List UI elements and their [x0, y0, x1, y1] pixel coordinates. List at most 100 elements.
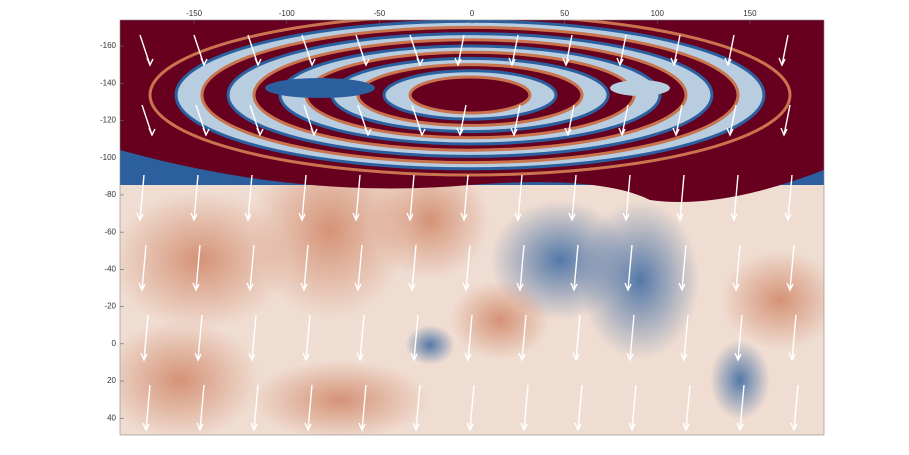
- vector: [783, 104, 791, 136]
- x-tick-label: 50: [560, 9, 569, 18]
- vector: [781, 34, 789, 66]
- vector: [197, 314, 203, 361]
- vector-head: [460, 212, 468, 222]
- vector: [737, 314, 743, 361]
- vector: [791, 314, 797, 361]
- vector-head: [562, 57, 570, 67]
- vector: [519, 244, 525, 291]
- x-tick-label: 100: [651, 9, 665, 18]
- vector: [469, 384, 475, 431]
- vector: [139, 174, 145, 221]
- vector-head: [408, 282, 416, 292]
- vector: [567, 104, 575, 136]
- vector-head: [510, 127, 518, 137]
- y-tick-label: -60: [104, 227, 116, 236]
- vector: [727, 34, 735, 66]
- vector-head: [304, 422, 312, 432]
- vector: [307, 384, 313, 431]
- vector-head: [676, 212, 684, 222]
- vector: [521, 314, 527, 361]
- y-tick-label: -20: [104, 302, 116, 311]
- field-blob: [710, 340, 770, 420]
- vector: [523, 384, 529, 431]
- vector: [679, 174, 685, 221]
- vector: [355, 174, 361, 221]
- vector: [683, 314, 689, 361]
- vector-head: [564, 127, 572, 137]
- y-tick-label: -40: [104, 264, 116, 273]
- vector: [571, 174, 577, 221]
- vector: [627, 244, 633, 291]
- vector-head: [454, 57, 462, 67]
- vector: [739, 384, 745, 431]
- vector-head: [256, 127, 264, 137]
- field-blob: [370, 160, 490, 280]
- vector-head: [570, 282, 578, 292]
- vector-head: [736, 422, 744, 432]
- vector: [415, 384, 421, 431]
- vector-head: [730, 212, 738, 222]
- vector-head: [308, 57, 316, 67]
- vector: [575, 314, 581, 361]
- vector: [467, 314, 473, 361]
- vector-head: [622, 212, 630, 222]
- vector: [673, 34, 681, 66]
- vector-head: [202, 127, 210, 137]
- vector: [733, 174, 739, 221]
- y-tick-label: 40: [107, 413, 116, 422]
- vector-head: [190, 212, 198, 222]
- vector: [517, 174, 523, 221]
- vector-head: [418, 127, 426, 137]
- field-ring: [408, 75, 532, 115]
- vector: [459, 104, 467, 136]
- field-blob: [450, 280, 550, 360]
- vector: [301, 174, 307, 221]
- vector-head: [732, 282, 740, 292]
- vector-head: [520, 422, 528, 432]
- vector-head: [734, 352, 742, 362]
- vector: [675, 104, 683, 136]
- vector-head: [246, 282, 254, 292]
- x-tick-label: -50: [374, 9, 386, 18]
- vector-head: [786, 282, 794, 292]
- field-blob: [580, 200, 700, 360]
- y-tick-label: -160: [100, 41, 117, 50]
- vector-head: [250, 422, 258, 432]
- vector-head: [678, 282, 686, 292]
- x-tick-label: -100: [279, 9, 296, 18]
- vector-head: [680, 352, 688, 362]
- vector-head: [628, 422, 636, 432]
- vector: [361, 384, 367, 431]
- vector-head: [200, 57, 208, 67]
- vector: [565, 34, 573, 66]
- vector-head: [518, 352, 526, 362]
- vector: [357, 244, 363, 291]
- vector-head: [462, 282, 470, 292]
- vector-head: [302, 352, 310, 362]
- vector: [413, 314, 419, 361]
- vector: [305, 314, 311, 361]
- vector-head: [726, 127, 734, 137]
- vector-head: [354, 282, 362, 292]
- vector: [303, 244, 309, 291]
- vector-head: [298, 212, 306, 222]
- vector-head: [574, 422, 582, 432]
- vector: [577, 384, 583, 431]
- vector: [457, 34, 465, 66]
- vector-head: [352, 212, 360, 222]
- vector-head: [310, 127, 318, 137]
- vector-head: [364, 127, 372, 137]
- vector: [793, 384, 799, 431]
- vector-head: [670, 57, 678, 67]
- x-tick-label: 0: [470, 9, 475, 18]
- vector-head: [194, 352, 202, 362]
- vector: [511, 34, 519, 66]
- vector-head: [778, 57, 786, 67]
- vector-head: [624, 282, 632, 292]
- vector: [411, 244, 417, 291]
- vector-head: [138, 282, 146, 292]
- vector: [681, 244, 687, 291]
- field-core: [265, 78, 375, 98]
- vector-head: [616, 57, 624, 67]
